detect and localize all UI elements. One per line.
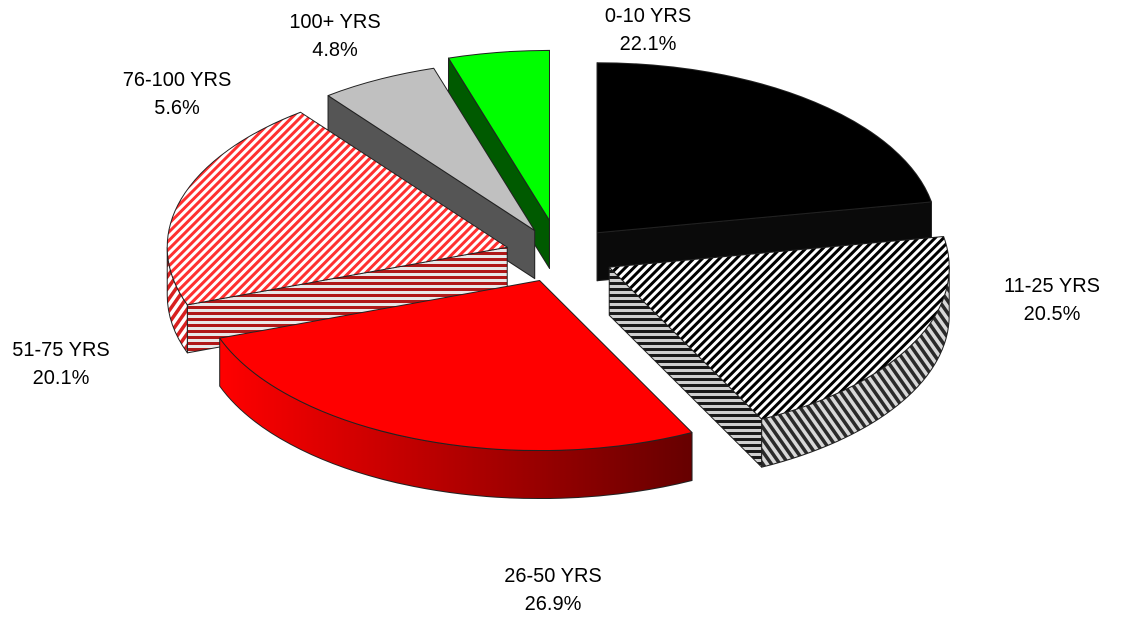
label-100plus-yrs: 100+ YRS	[289, 11, 380, 33]
label-51-75-yrs: 51-75 YRS	[12, 339, 109, 361]
slice-top-100plus-yrs	[447, 49, 550, 221]
slice-26-50-yrs	[219, 280, 693, 500]
label-76-100-yrs: 76-100 YRS	[123, 69, 232, 91]
label-0-10-yrs: 0-10 YRS	[605, 5, 691, 27]
pie-sides	[166, 49, 950, 500]
slice-top-0-10-yrs	[596, 62, 932, 234]
percent-100plus-yrs: 4.8%	[312, 39, 358, 61]
percent-0-10-yrs: 22.1%	[620, 33, 677, 55]
percent-11-25-yrs: 20.5%	[1024, 303, 1081, 325]
slice-11-25-yrs	[608, 235, 950, 468]
slice-top-26-50-yrs	[219, 280, 693, 452]
pie-labels: 0-10 YRS 22.1% 11-25 YRS 20.5% 26-50 YRS 26.9…	[12, 5, 1100, 615]
label-26-50-yrs: 26-50 YRS	[504, 565, 601, 587]
percent-26-50-yrs: 26.9%	[525, 593, 582, 615]
percent-76-100-yrs: 5.6%	[154, 97, 200, 119]
percent-51-75-yrs: 20.1%	[33, 367, 90, 389]
slice-top-76-100-yrs	[327, 67, 536, 232]
slice-top-51-75-yrs	[166, 111, 508, 306]
slice-top-11-25-yrs	[608, 235, 950, 420]
slice-51-75-yrs	[166, 111, 508, 354]
label-11-25-yrs: 11-25 YRS	[1004, 275, 1100, 297]
